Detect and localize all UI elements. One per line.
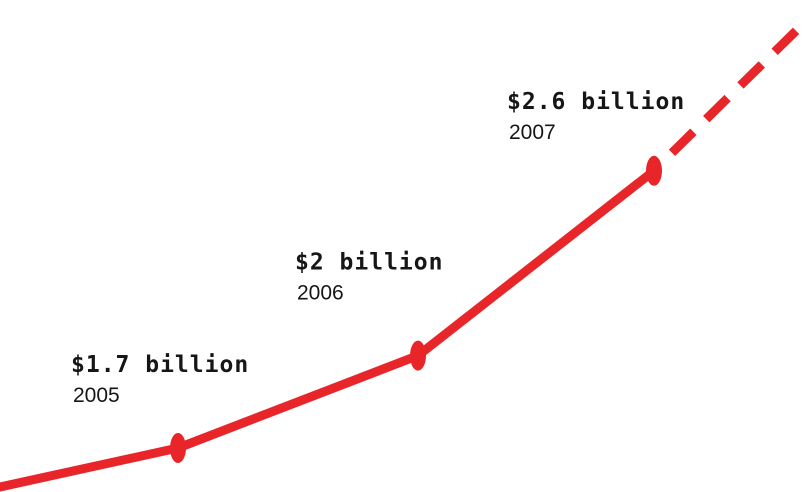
data-point-2005 [170, 433, 186, 463]
label-layer: $1.7 billion 2005 $2 billion 2006 $2.6 billi… [71, 89, 685, 407]
trend-line [0, 166, 659, 492]
year-label-2007: 2007 [509, 121, 556, 144]
marker-layer [170, 155, 662, 463]
value-label-2007: $2.6 billion [507, 89, 685, 115]
data-point-2007 [646, 155, 662, 186]
line-layer [0, 16, 807, 492]
data-point-2006 [410, 340, 426, 371]
projection-dashed-line [668, 16, 807, 157]
year-label-2006: 2006 [297, 282, 344, 305]
value-label-2006: $2 billion [295, 250, 443, 276]
year-label-2005: 2005 [73, 384, 120, 407]
value-label-2005: $1.7 billion [71, 352, 249, 378]
